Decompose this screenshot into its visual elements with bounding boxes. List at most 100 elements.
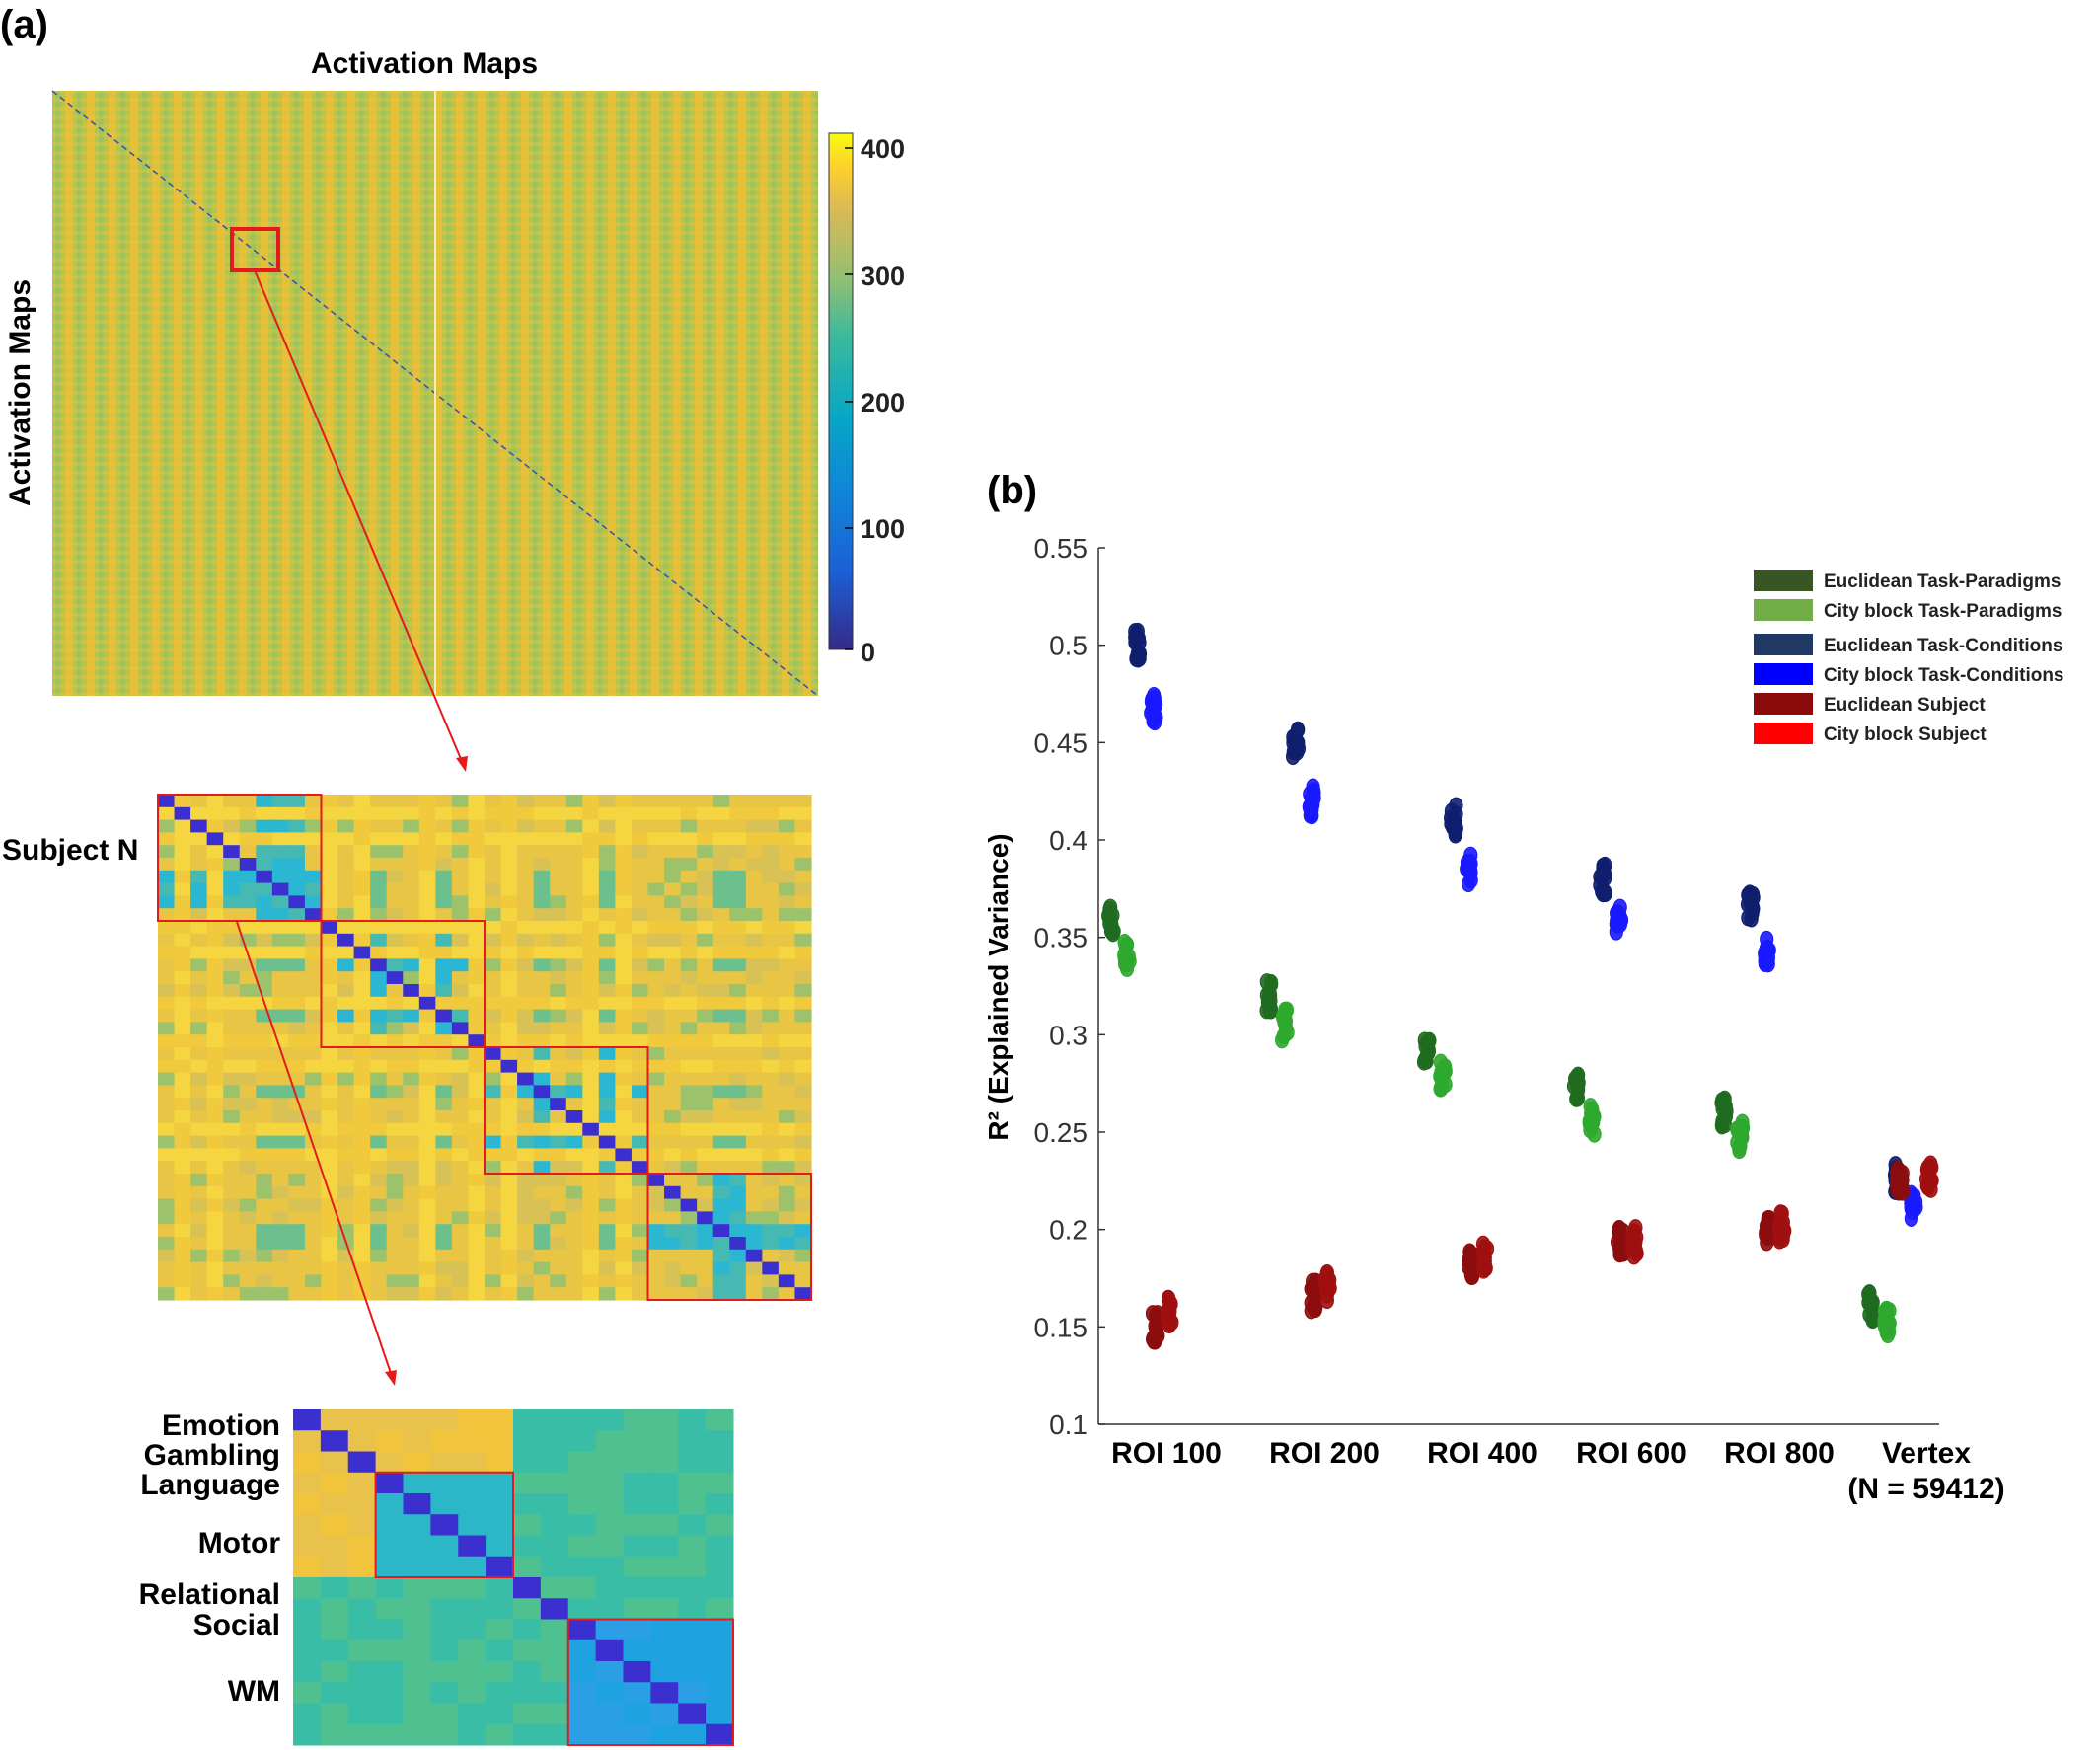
subject-heatmap-cell — [550, 1122, 567, 1137]
task-heatmap-cell — [623, 1639, 651, 1662]
subject-heatmap-cell — [338, 1047, 355, 1061]
subject-heatmap-cell — [712, 832, 730, 846]
subject-heatmap-cell — [598, 921, 616, 935]
subject-heatmap-cell — [206, 1098, 224, 1111]
subject-heatmap-cell — [533, 1287, 551, 1301]
task-heatmap-cell — [623, 1682, 651, 1704]
subject-heatmap-cell — [712, 1287, 730, 1301]
subject-heatmap-cell — [174, 908, 191, 922]
subject-heatmap-cell — [517, 895, 535, 909]
data-point — [1734, 1123, 1749, 1141]
subject-heatmap-cell — [223, 870, 241, 884]
subject-heatmap-cell — [517, 858, 535, 872]
subject-heatmap-cell — [256, 795, 273, 808]
subject-heatmap-cell — [418, 1122, 436, 1137]
subject-heatmap-cell — [729, 1174, 747, 1187]
subject-heatmap-cell — [631, 1110, 649, 1124]
x-tick-label: ROI 200 — [1269, 1437, 1380, 1470]
data-point-cluster — [1259, 973, 1279, 1020]
subject-heatmap-cell — [418, 1287, 436, 1301]
subject-heatmap-cell — [664, 806, 682, 821]
subject-heatmap-cell — [500, 1148, 518, 1162]
subject-heatmap-cell — [615, 1237, 633, 1251]
subject-heatmap-cell — [304, 1009, 323, 1023]
subject-heatmap-cell — [712, 1072, 730, 1086]
subject-heatmap-cell — [206, 895, 224, 909]
subject-heatmap-cell — [598, 1059, 616, 1074]
subject-heatmap-cell — [256, 870, 273, 884]
subject-heatmap-cell — [271, 1224, 289, 1238]
task-block-box — [374, 1471, 514, 1578]
subject-heatmap-cell — [550, 1072, 567, 1086]
subject-heatmap-cell — [223, 1287, 241, 1301]
subject-heatmap-cell — [533, 1185, 551, 1200]
subject-heatmap-cell — [778, 1174, 796, 1187]
subject-heatmap-cell — [729, 971, 747, 985]
subject-heatmap-cell — [418, 1110, 436, 1124]
subject-heatmap-cell — [353, 832, 371, 846]
subject-heatmap-cell — [664, 1185, 682, 1200]
task-heatmap-cell — [375, 1723, 404, 1746]
subject-heatmap-cell — [565, 1110, 583, 1124]
subject-heatmap-cell — [403, 832, 420, 846]
subject-heatmap-cell — [598, 1110, 616, 1124]
subject-heatmap-cell — [418, 1198, 436, 1212]
task-heatmap-cell — [486, 1493, 514, 1515]
subject-heatmap-cell — [435, 1198, 453, 1212]
subject-heatmap-cell — [647, 996, 665, 1011]
subject-heatmap-cell — [615, 958, 633, 972]
subject-heatmap-cell — [697, 971, 714, 985]
subject-heatmap-cell — [321, 984, 338, 998]
task-heatmap-cell — [595, 1556, 624, 1578]
top-heatmap-ylabel: Activation Maps — [4, 279, 37, 506]
task-heatmap-cell — [706, 1409, 734, 1431]
subject-heatmap-cell — [206, 996, 224, 1011]
subject-heatmap-cell — [158, 806, 176, 821]
subject-heatmap-cell — [271, 845, 289, 859]
subject-heatmap-cell — [370, 845, 388, 859]
subject-heatmap-cell — [631, 1009, 649, 1023]
task-heatmap-cell — [403, 1703, 431, 1725]
subject-heatmap-cell — [158, 870, 176, 884]
subject-heatmap-cell — [353, 1198, 371, 1212]
data-point-cluster — [1275, 1001, 1295, 1049]
x-tick-label: Vertex — [1882, 1437, 1971, 1470]
subject-heatmap-cell — [647, 1237, 665, 1251]
subject-heatmap-cell — [615, 1047, 633, 1061]
subject-heatmap-cell — [451, 1185, 470, 1200]
subject-heatmap-cell — [206, 1161, 224, 1175]
task-heatmap-cell — [706, 1514, 734, 1536]
task-heatmap-cell — [706, 1723, 734, 1746]
subject-heatmap-cell — [321, 1249, 338, 1263]
subject-heatmap-cell — [582, 1224, 600, 1238]
subject-heatmap-cell — [712, 858, 730, 872]
subject-heatmap-cell — [174, 1249, 191, 1263]
subject-block-box — [157, 794, 323, 922]
subject-heatmap-cell — [533, 971, 551, 985]
task-heatmap-cell — [650, 1598, 679, 1620]
subject-heatmap-cell — [256, 1198, 273, 1212]
subject-heatmap-cell — [680, 996, 698, 1011]
task-heatmap-cell — [567, 1472, 597, 1494]
subject-heatmap-cell — [386, 795, 404, 808]
task-heatmap-cell — [513, 1703, 542, 1725]
subject-heatmap-cell — [729, 946, 747, 959]
subject-heatmap-cell — [435, 946, 453, 959]
subject-heatmap-cell — [582, 1148, 600, 1162]
subject-heatmap-cell — [468, 1174, 486, 1187]
subject-heatmap-cell — [338, 1009, 355, 1023]
subject-heatmap-cell — [206, 1022, 224, 1035]
y-tick-label: 0.35 — [1034, 923, 1088, 953]
subject-heatmap-cell — [190, 984, 208, 998]
subject-heatmap-cell — [403, 1022, 420, 1035]
subject-heatmap-cell — [631, 1161, 649, 1175]
subject-heatmap-cell — [288, 908, 306, 922]
subject-heatmap-cell — [729, 1185, 747, 1200]
subject-heatmap-cell — [729, 1274, 747, 1288]
task-heatmap-cell — [320, 1451, 349, 1474]
subject-heatmap-cell — [565, 1237, 583, 1251]
subject-heatmap-cell — [321, 870, 338, 884]
subject-heatmap-cell — [223, 908, 241, 922]
subject-heatmap-cell — [271, 984, 289, 998]
subject-heatmap-cell — [762, 946, 780, 959]
